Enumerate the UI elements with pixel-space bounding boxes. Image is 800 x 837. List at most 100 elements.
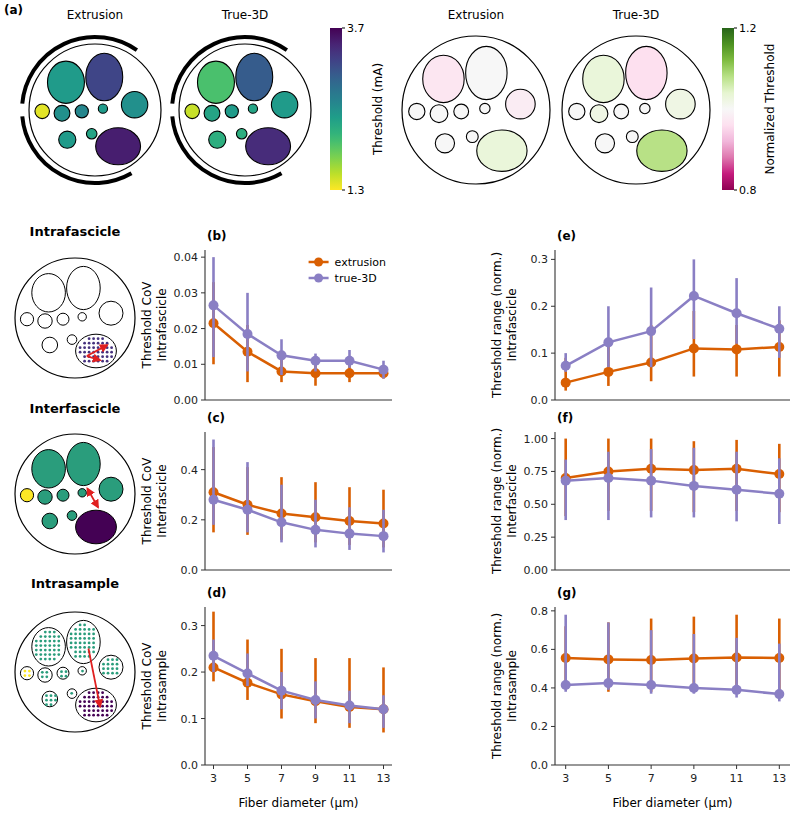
error-bar: [212, 612, 215, 682]
x-tick-label: 7: [648, 772, 655, 785]
fascicle: [430, 105, 448, 123]
fascicle-outline: [67, 266, 101, 309]
y-axis-title-line: Intrafascicle: [155, 288, 169, 361]
y-tick: [201, 328, 205, 329]
fiber-dot: [44, 631, 47, 634]
marker: [561, 378, 571, 388]
y-tick-label: 0.0: [181, 759, 199, 772]
marker: [732, 308, 742, 318]
fiber-dot: [83, 655, 86, 658]
marker: [311, 356, 321, 366]
legend-marker: [314, 258, 323, 267]
fascicle: [583, 55, 624, 102]
y-tick: [201, 292, 205, 293]
y-tick-label: 0.2: [181, 514, 199, 527]
fascicle: [640, 103, 650, 113]
background: [0, 0, 800, 837]
fiber-dot: [88, 642, 91, 645]
series: [561, 615, 785, 702]
x-tick: [779, 765, 780, 769]
map-title: Extrusion: [67, 8, 123, 22]
fascicle-outline: [57, 489, 69, 501]
y-tick: [201, 570, 205, 571]
fascicle: [480, 103, 490, 113]
fiber-dot: [92, 342, 95, 345]
fiber-dot: [116, 663, 119, 666]
error-bar: [246, 462, 249, 532]
fiber-dot: [81, 670, 84, 673]
y-tick-label: 0.00: [524, 564, 549, 577]
fascicle: [86, 128, 97, 139]
fiber-dot: [106, 360, 109, 363]
series: [561, 448, 785, 524]
marker: [732, 344, 742, 354]
fiber-dot: [116, 658, 119, 661]
fiber-dot: [97, 709, 100, 712]
fascicle: [271, 92, 297, 118]
nerve-map: True-3D: [172, 8, 311, 183]
marker: [243, 668, 253, 678]
y-tick: [551, 687, 555, 688]
fiber-dot: [110, 346, 113, 349]
x-axis-title: Fiber diameter (μm): [612, 796, 732, 810]
nerve-outline: [562, 36, 710, 184]
fiber-dot: [79, 346, 82, 349]
fascicle-outline: [76, 510, 117, 544]
marker: [732, 685, 742, 695]
marker: [277, 517, 287, 527]
y-tick-label: 0.2: [531, 300, 549, 313]
fiber-dot: [92, 646, 95, 649]
x-tick-label: 7: [278, 772, 285, 785]
marker: [646, 326, 656, 336]
series-line: [214, 667, 384, 709]
fiber-dot: [110, 709, 113, 712]
fiber-dot: [106, 342, 109, 345]
fiber-dot: [92, 691, 95, 694]
fiber-dot: [83, 346, 86, 349]
marker: [561, 476, 571, 486]
colorbar: [722, 28, 734, 190]
fiber-dot: [111, 663, 114, 666]
fiber-dot: [107, 658, 110, 661]
nerve-outline: [402, 36, 550, 184]
fascicle-outline: [38, 668, 52, 682]
nerve-map: True-3D: [562, 8, 710, 184]
fiber-dot: [48, 649, 51, 652]
fiber-dot: [83, 355, 86, 358]
x-tick-label: 11: [730, 772, 744, 785]
fascicle: [59, 131, 76, 148]
y-tick-label: 0.01: [174, 358, 199, 371]
marker: [603, 367, 613, 377]
panel: (f)0.000.250.500.751.00Threshold range (…: [490, 411, 790, 577]
y-tick: [551, 438, 555, 439]
y-tick: [201, 718, 205, 719]
x-tick: [213, 765, 214, 769]
fiber-dot: [74, 637, 77, 640]
fiber-dot: [110, 355, 113, 358]
fiber-dot: [83, 696, 86, 699]
colorbar-label: Threshold (mA): [371, 63, 385, 156]
fiber-dot: [54, 699, 57, 702]
fascicle-outline: [78, 313, 86, 321]
fascicle-outline: [67, 620, 101, 663]
fascicle: [98, 104, 107, 113]
nerve-map: Extrusion: [22, 8, 161, 183]
fascicle: [204, 105, 220, 121]
fiber-dot: [92, 633, 95, 636]
marker: [561, 680, 571, 690]
fascicle-outline: [67, 335, 77, 345]
fiber-dot: [50, 699, 53, 702]
y-tick: [201, 625, 205, 626]
marker: [774, 689, 784, 699]
fiber-dot: [92, 360, 95, 363]
y-tick: [551, 765, 555, 766]
fiber-dot: [83, 624, 86, 627]
plot-area: [561, 439, 785, 524]
marker: [243, 329, 253, 339]
fiber-dot: [44, 635, 47, 638]
marker: [689, 481, 699, 491]
fiber-dot: [92, 696, 95, 699]
fiber-dot: [74, 651, 77, 654]
fiber-dot: [44, 649, 47, 652]
fiber-dot: [88, 637, 91, 640]
